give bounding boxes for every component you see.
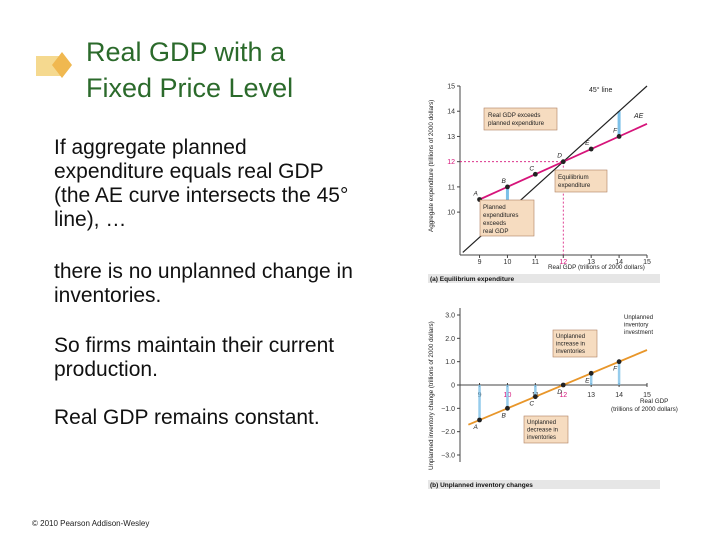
data-point: [616, 134, 622, 139]
x-axis-label: Real GDP (trillions of 2000 dollars): [548, 264, 645, 271]
paragraph-2: there is no unplanned change in inventor…: [54, 260, 353, 307]
y-tick-label: 15: [447, 84, 455, 91]
paragraph-3: So firms maintain their current producti…: [54, 334, 335, 381]
point-label: C: [529, 165, 534, 172]
x-tick-label: 10: [504, 259, 512, 266]
x-tick-label: 12: [559, 259, 567, 266]
series-label-ae: AE: [633, 113, 644, 120]
title-line-1: Real GDP with a: [86, 37, 286, 67]
data-point: [588, 146, 594, 152]
y-tick-label: 11: [448, 184, 455, 191]
y-tick-label: 12: [447, 159, 455, 166]
paragraph-4: Real GDP remains constant.: [54, 406, 320, 429]
x-tick-label: 14: [615, 259, 623, 266]
y-tick-label: 14: [447, 109, 455, 116]
data-point: [560, 159, 566, 165]
copyright-note: © 2010 Pearson Addison-Wesley: [32, 519, 150, 528]
slide-title: Real GDP with a Fixed Price Level: [86, 34, 386, 106]
x-tick-label: 13: [587, 259, 595, 266]
x-tick-label: 15: [643, 259, 651, 266]
title-line-2: Fixed Price Level: [86, 73, 294, 103]
title-decoration-icon: [36, 52, 72, 78]
x-tick-label: 11: [532, 259, 539, 266]
x-tick-label: 9: [478, 259, 482, 266]
point-label: F: [613, 127, 618, 134]
series-label-45: 45° line: [589, 86, 613, 94]
point-label: D: [557, 153, 562, 160]
point-label: A: [473, 191, 478, 198]
point-label: E: [585, 140, 590, 147]
y-tick-label: 13: [447, 134, 455, 141]
callout-text: Planned expenditures exceeds real GDP: [483, 204, 518, 235]
callout-text: Real GDP exceeds planned expenditure: [488, 112, 545, 127]
data-point: [505, 184, 510, 190]
callout-text: Equilibrium expenditure: [558, 174, 591, 189]
callout-box: [554, 169, 608, 193]
data-point: [532, 171, 538, 177]
point-label: B: [501, 178, 506, 185]
callout-box: [483, 107, 558, 131]
callout-box: [479, 199, 535, 237]
paragraph-1: If aggregate planned expenditure equals …: [54, 136, 349, 231]
chart-caption: (a) Equilibrium expenditure: [430, 276, 515, 283]
y-axis-label: Aggregate expenditure (trillions of 2000…: [428, 100, 435, 232]
caption-bar: [428, 274, 660, 283]
y-tick-label: 10: [447, 210, 455, 217]
